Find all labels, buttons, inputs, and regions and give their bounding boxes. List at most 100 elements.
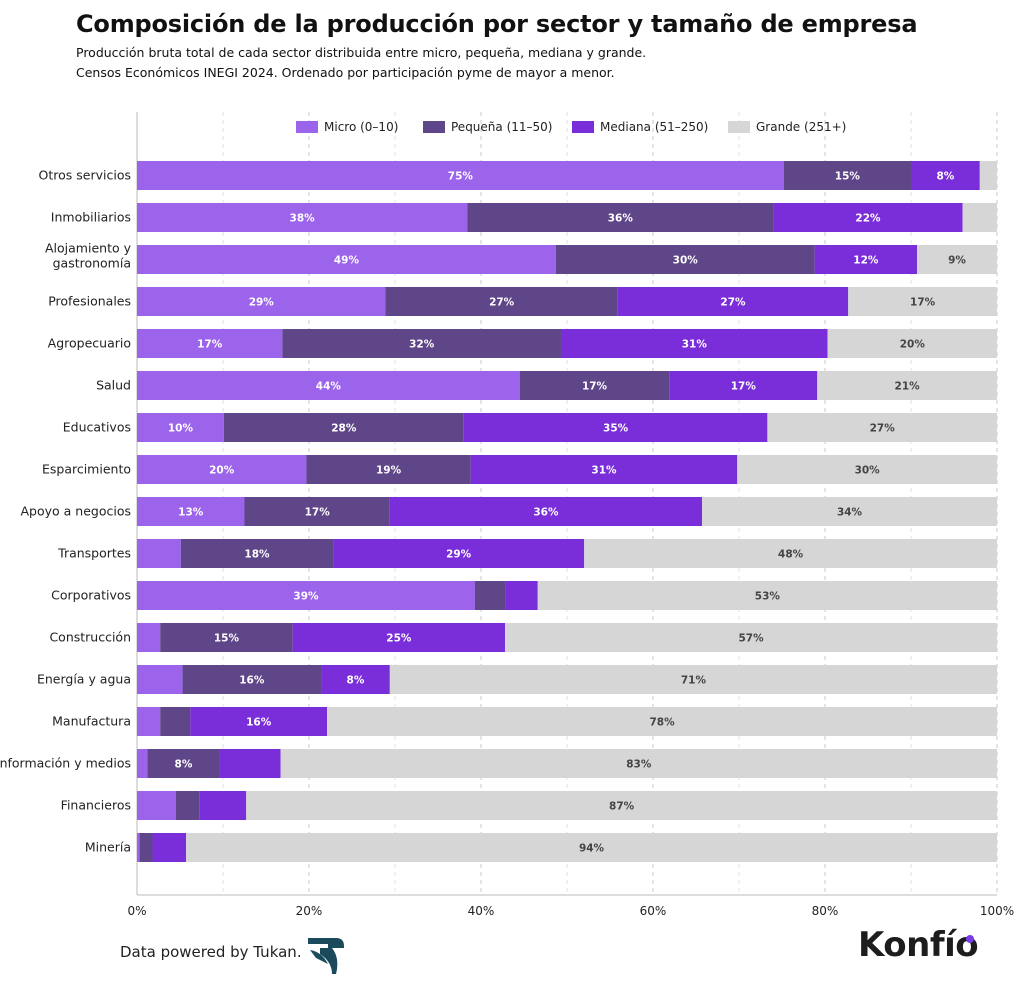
bar-segment-micro	[137, 413, 224, 442]
data-label-grande: 17%	[910, 297, 936, 309]
data-label-micro: 44%	[316, 381, 342, 393]
bar-segment-pequena	[182, 665, 322, 694]
bar-segment-grande	[962, 203, 997, 232]
category-label: Transportes	[57, 546, 131, 561]
data-label-mediana: 36%	[533, 507, 559, 519]
data-label-pequena: 17%	[582, 381, 608, 393]
bar-segment-pequena	[519, 371, 670, 400]
bar-segment-micro	[137, 539, 181, 568]
legend-swatch-pequena	[423, 121, 445, 133]
data-label-grande: 9%	[948, 255, 966, 267]
data-label-grande: 53%	[755, 591, 781, 603]
bar-segment-grande	[389, 665, 998, 694]
bar-segment-grande	[737, 455, 997, 484]
bar-segment-micro	[137, 791, 176, 820]
bar-segment-mediana	[292, 623, 506, 652]
data-label-grande: 87%	[609, 801, 635, 813]
bar-segment-pequena	[175, 791, 200, 820]
data-label-grande: 83%	[626, 759, 652, 771]
bar-segment-pequena	[180, 539, 334, 568]
legend-label-pequena: Pequeña (11–50)	[451, 120, 552, 134]
data-label-mediana: 27%	[720, 297, 746, 309]
data-label-micro: 75%	[448, 171, 474, 183]
x-tick-label: 40%	[468, 904, 495, 918]
legend-label-grande: Grande (251+)	[756, 120, 846, 134]
bar-segment-micro	[137, 833, 140, 862]
bar-segment-mediana	[321, 665, 390, 694]
bar-segment-mediana	[199, 791, 247, 820]
data-label-pequena: 16%	[239, 675, 265, 687]
bar-segment-grande	[537, 581, 997, 610]
data-label-pequena: 18%	[244, 549, 270, 561]
bar-segment-mediana	[190, 707, 328, 736]
data-label-grande: 78%	[649, 717, 675, 729]
data-label-mediana: 8%	[347, 675, 365, 687]
legend-swatch-grande	[728, 121, 750, 133]
bar-segment-micro	[137, 749, 148, 778]
bar-segment-pequena	[385, 287, 618, 316]
bar-segment-grande	[767, 413, 997, 442]
data-label-micro: 13%	[178, 507, 204, 519]
category-label: Financieros	[61, 798, 131, 813]
konfio-logo-dot	[966, 935, 974, 943]
chart-title: Composición de la producción por sector …	[76, 10, 918, 38]
bar-segment-grande	[327, 707, 997, 736]
data-label-mediana: 17%	[731, 381, 757, 393]
data-label-mediana: 8%	[936, 171, 954, 183]
legend-label-mediana: Mediana (51–250)	[600, 120, 708, 134]
bar-segment-pequena	[147, 749, 220, 778]
bar-segment-micro	[137, 371, 520, 400]
data-label-pequena: 36%	[608, 213, 634, 225]
category-label: Construcción	[49, 630, 131, 645]
data-label-grande: 48%	[778, 549, 804, 561]
data-label-grande: 21%	[895, 381, 921, 393]
bar-segment-grande	[246, 791, 998, 820]
bar-segment-micro	[137, 287, 386, 316]
bar-segment-micro	[137, 455, 307, 484]
bar-segment-grande	[505, 623, 997, 652]
x-tick-label: 100%	[980, 904, 1014, 918]
x-tick-label: 0%	[127, 904, 146, 918]
bar-segment-mediana	[470, 455, 738, 484]
category-label: Inmobiliarios	[51, 210, 131, 225]
bar-segment-grande	[584, 539, 997, 568]
legend-swatch-mediana	[572, 121, 594, 133]
x-tick-label: 80%	[812, 904, 839, 918]
bar-segment-micro	[137, 581, 475, 610]
data-label-pequena: 28%	[331, 423, 357, 435]
data-label-grande: 27%	[870, 423, 896, 435]
data-label-micro: 20%	[209, 465, 235, 477]
data-label-grande: 30%	[855, 465, 881, 477]
bar-segment-pequena	[282, 329, 561, 358]
data-label-pequena: 8%	[175, 759, 193, 771]
bar-segment-pequena	[160, 707, 191, 736]
category-label: Minería	[85, 840, 131, 855]
bar-segment-mediana	[219, 749, 281, 778]
bar-segment-grande	[817, 371, 997, 400]
data-label-pequena: 19%	[376, 465, 402, 477]
data-label-mediana: 31%	[591, 465, 617, 477]
bar-segment-micro	[137, 245, 556, 274]
bar-segment-pequena	[160, 623, 293, 652]
bar-segment-pequena	[783, 161, 911, 190]
data-label-pequena: 15%	[214, 633, 240, 645]
category-label: Energía y agua	[37, 672, 131, 687]
bar-segment-micro	[137, 161, 784, 190]
chart-subtitle-line-1: Producción bruta total de cada sector di…	[76, 45, 647, 60]
legend-label-micro: Micro (0–10)	[324, 120, 398, 134]
bar-segment-grande	[848, 287, 997, 316]
data-label-micro: 17%	[197, 339, 223, 351]
data-label-mediana: 35%	[603, 423, 629, 435]
data-label-grande: 57%	[738, 633, 764, 645]
bar-segment-grande	[979, 161, 997, 190]
bar-segment-mediana	[773, 203, 963, 232]
category-label: Información y medios	[0, 756, 131, 771]
category-label: Profesionales	[48, 294, 131, 309]
data-label-micro: 10%	[168, 423, 194, 435]
category-label: Otros servicios	[39, 168, 131, 183]
category-label: Apoyo a negocios	[21, 504, 132, 519]
legend-swatch-micro	[296, 121, 318, 133]
data-label-micro: 39%	[293, 591, 319, 603]
bar-segment-micro	[137, 623, 161, 652]
bar-segment-grande	[702, 497, 997, 526]
